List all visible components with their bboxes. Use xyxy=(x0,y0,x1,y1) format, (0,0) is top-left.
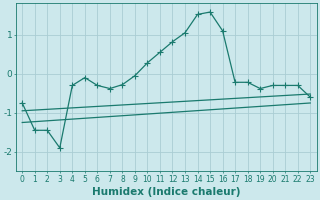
X-axis label: Humidex (Indice chaleur): Humidex (Indice chaleur) xyxy=(92,187,241,197)
